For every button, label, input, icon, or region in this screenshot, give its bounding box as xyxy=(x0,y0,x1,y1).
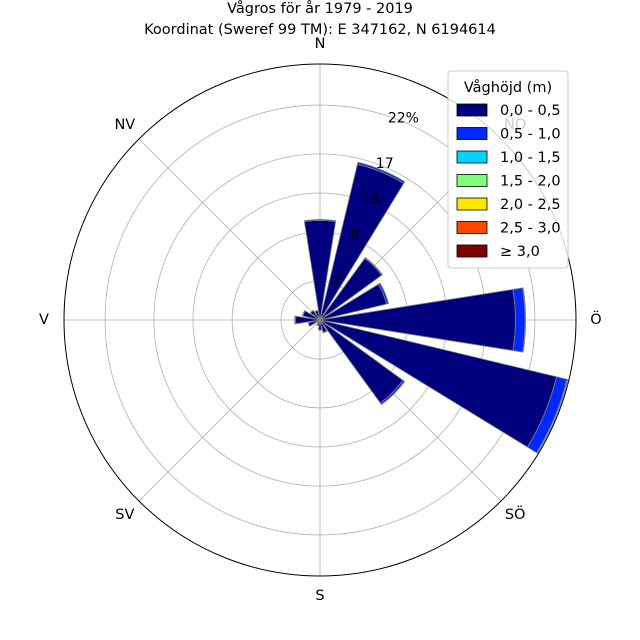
direction-label-7: NV xyxy=(114,117,135,133)
chart-title: Vågros för år 1979 - 2019 xyxy=(227,0,413,17)
legend-title: Våghöjd (m) xyxy=(464,79,552,96)
legend-swatch-5 xyxy=(456,221,488,234)
bar-NO-bin-1 xyxy=(364,256,384,276)
direction-label-0: N xyxy=(315,36,326,52)
bar-NNO-bin-1 xyxy=(356,161,406,184)
legend-label-0: 0,0 - 0,5 xyxy=(500,103,561,119)
legend-swatch-2 xyxy=(456,150,488,164)
legend-frame xyxy=(447,70,569,269)
bar-VNV-bin-1 xyxy=(301,310,306,317)
legend-swatch-0 xyxy=(456,103,488,117)
bar-N-bin-1 xyxy=(303,218,337,223)
legend-swatch-6 xyxy=(456,244,488,258)
legend-label-5: 2,5 - 3,0 xyxy=(500,221,561,237)
bar-V-bin-1 xyxy=(294,315,297,325)
legend-label-4: 2,0 - 2,5 xyxy=(500,197,561,213)
bar-ONO-bin-1 xyxy=(377,282,389,305)
radial-tick-label-0: 4 xyxy=(332,273,341,289)
polar-frame xyxy=(63,63,577,577)
bar-NV-bin-1 xyxy=(309,309,314,314)
bar-SV-bin-1 xyxy=(316,321,319,324)
direction-label-5: SV xyxy=(115,507,134,523)
legend: Våghöjd (m) 0,0 - 0,5 0,5 - 1,0 1,0 - 1,5 1… xyxy=(447,70,569,269)
bar-Ö-bin-2 xyxy=(522,287,527,353)
bar-SSO-bin-1 xyxy=(322,330,328,334)
radial-tick-labels: 4 9 13 17 22% xyxy=(332,111,419,289)
bar-NNV-bin-1 xyxy=(314,309,319,313)
direction-label-2: Ö xyxy=(590,310,601,328)
radial-tick-label-2: 13 xyxy=(361,192,379,208)
direction-label-3: SÖ xyxy=(505,505,526,523)
legend-label-1: 0,5 - 1,0 xyxy=(500,127,561,143)
legend-label-6: ≥ 3,0 xyxy=(500,244,540,260)
legend-label-2: 1,0 - 1,5 xyxy=(500,150,561,166)
direction-label-4: S xyxy=(315,588,324,604)
bar-VSV-bin-1 xyxy=(307,322,311,327)
bar-SSV-bin-1 xyxy=(316,324,320,327)
legend-swatch-3 xyxy=(456,174,488,187)
legend-swatch-1 xyxy=(456,127,488,140)
radial-tick-label-4: 22% xyxy=(388,111,419,127)
bar-S-bin-1 xyxy=(317,329,323,331)
grid-spoke-5 xyxy=(138,319,321,502)
radial-tick-label-1: 9 xyxy=(350,228,359,244)
direction-label-6: V xyxy=(39,312,49,328)
wave-bars xyxy=(294,161,569,454)
legend-label-3: 1,5 - 2,0 xyxy=(500,174,561,190)
chart-subtitle: Koordinat (Sweref 99 TM): E 347162, N 61… xyxy=(144,22,496,38)
bar-SÖ-bin-1 xyxy=(379,379,406,406)
grid-spoke-7 xyxy=(138,138,321,321)
radial-tick-label-3: 17 xyxy=(376,156,394,172)
bar-OSO-bin-2 xyxy=(536,378,569,454)
legend-swatch-4 xyxy=(456,197,488,211)
